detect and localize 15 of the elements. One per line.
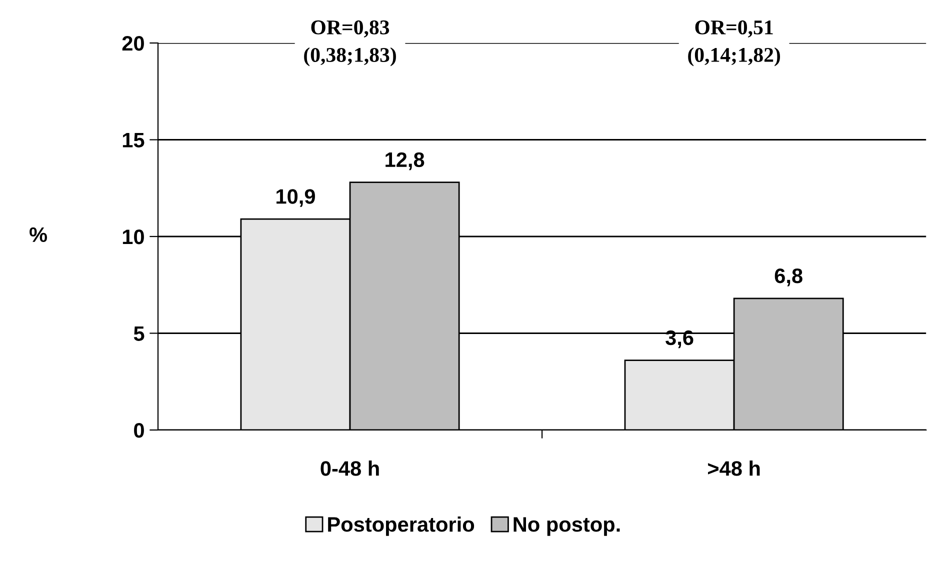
y-tick-label: 20 <box>122 36 144 51</box>
annotation: OR=0,51 (0,14;1,82) <box>688 20 780 66</box>
legend-label: Postoperatorio <box>328 516 474 536</box>
y-tick-label: 10 <box>122 230 144 244</box>
data-label: 10,9 <box>276 189 315 207</box>
y-tick-label: 5 <box>134 326 144 342</box>
annotation: OR=0,83 (0,38;1,83) <box>304 20 396 66</box>
data-label: 6,8 <box>774 268 802 286</box>
y-axis-title: % <box>30 227 48 242</box>
y-tick-label: 15 <box>122 132 144 148</box>
data-label: 12,8 <box>386 152 424 170</box>
x-tick-label: 0-48 h <box>320 460 379 476</box>
legend-label: No postop. <box>514 517 620 536</box>
x-tick-label: >48 h <box>708 460 760 476</box>
y-tick-label: 0 <box>134 423 144 438</box>
